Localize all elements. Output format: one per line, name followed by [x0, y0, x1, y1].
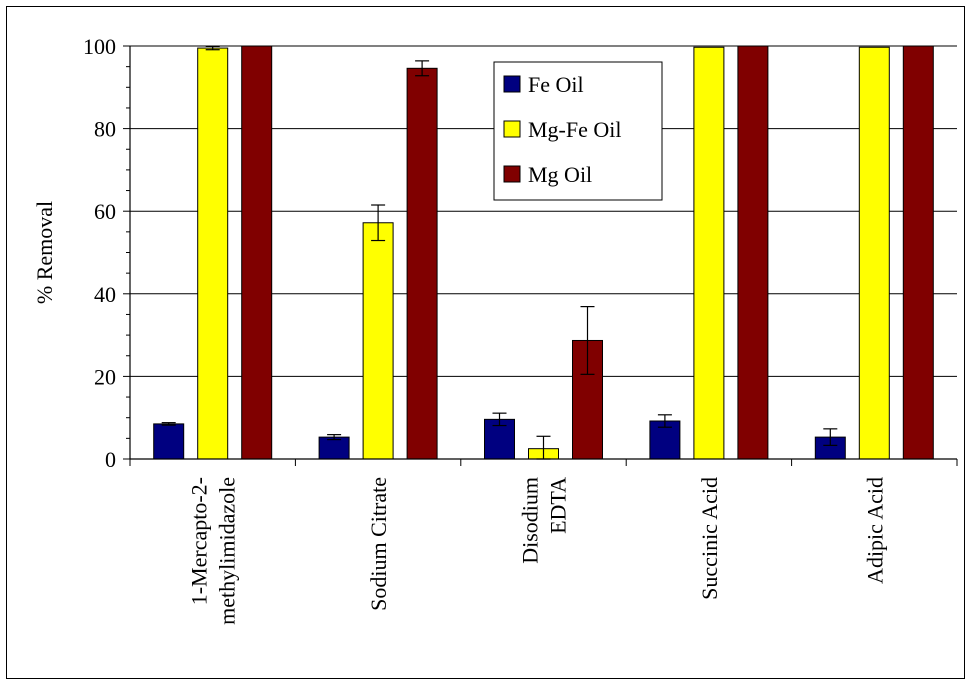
- x-category-label: Sodium Citrate: [366, 477, 391, 611]
- legend-box: [493, 61, 663, 201]
- legend: Fe Oil Mg-Fe Oil Mg Oil: [493, 61, 663, 201]
- y-tick-labels: 0 20 40 60 80 100: [83, 34, 116, 472]
- legend-label: Mg Oil: [528, 162, 592, 187]
- error-bars: [161, 45, 838, 460]
- bar-mg-fe-oil: [362, 222, 394, 460]
- legend-swatch: [503, 75, 521, 93]
- y-tick-label: 0: [105, 447, 116, 472]
- y-tick-label: 60: [94, 199, 116, 224]
- bar-mg-fe-oil: [197, 47, 229, 460]
- x-category-label: Succinic Acid: [697, 477, 722, 600]
- bars: [153, 45, 934, 460]
- x-category-label: EDTA: [546, 477, 571, 534]
- bar-mg-fe-oil: [693, 46, 725, 460]
- y-tick-label: 20: [94, 364, 116, 389]
- axes: [123, 45, 958, 466]
- bar-mg-oil: [241, 45, 273, 460]
- bar-mg-fe-oil: [858, 46, 890, 460]
- bar-fe-oil: [153, 423, 185, 460]
- legend-swatch: [503, 165, 521, 183]
- y-tick-label: 100: [83, 34, 116, 59]
- x-category-label: methylimidazole: [215, 477, 240, 625]
- legend-swatch: [503, 120, 521, 138]
- x-category-labels: 1-Mercapto-2- methylimidazole Sodium Citra…: [187, 477, 888, 625]
- y-tick-label: 80: [94, 117, 116, 142]
- bar-mg-oil: [902, 45, 934, 460]
- y-axis-title: % Removal: [32, 201, 57, 304]
- y-tick-label: 40: [94, 282, 116, 307]
- x-category-label: 1-Mercapto-2-: [187, 477, 212, 605]
- bar-fe-oil: [318, 436, 350, 460]
- x-category-label: Disodium: [518, 477, 543, 564]
- chart-border: [6, 6, 965, 679]
- bar-mg-oil: [406, 67, 438, 460]
- legend-label: Fe Oil: [528, 72, 584, 97]
- x-category-label: Adipic Acid: [862, 477, 887, 584]
- legend-label: Mg-Fe Oil: [528, 117, 622, 142]
- bar-mg-oil: [737, 45, 769, 460]
